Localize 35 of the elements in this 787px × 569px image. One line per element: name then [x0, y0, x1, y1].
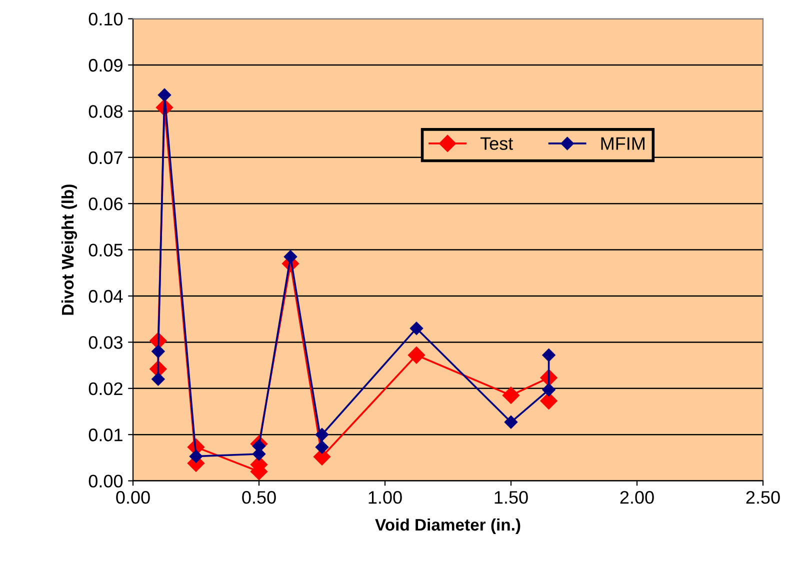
- x-axis-title: Void Diameter (in.): [375, 518, 520, 534]
- point: [502, 386, 520, 404]
- point: [284, 250, 298, 264]
- point: [540, 392, 558, 410]
- y-tick-label: 0.09: [88, 58, 122, 72]
- y-tick-label: 0.04: [88, 290, 123, 303]
- legend-label: MFIM: [601, 137, 644, 150]
- point: [542, 348, 556, 362]
- y-tick-label: 0.06: [88, 198, 122, 210]
- point: [152, 372, 165, 386]
- x-tick-label: 0.00: [116, 491, 150, 504]
- point: [158, 88, 172, 102]
- point: [504, 416, 518, 429]
- x-tick-label: 1.00: [368, 491, 402, 504]
- point: [315, 440, 329, 454]
- point: [152, 344, 165, 358]
- y-tick-label: 0.01: [88, 428, 122, 442]
- x-tick-label: 2.00: [620, 491, 654, 504]
- x-tick-label: 1.50: [494, 491, 528, 504]
- y-tick-label: 0.03: [88, 336, 122, 349]
- x-tick-label: 2.50: [746, 491, 780, 504]
- point: [189, 450, 203, 463]
- point: [542, 383, 556, 396]
- y-tick-label: 0.02: [88, 382, 122, 396]
- y-tick-label: 0.07: [88, 151, 122, 164]
- point: [315, 428, 329, 442]
- point: [408, 346, 426, 364]
- x-tick-label: 0.50: [242, 491, 276, 504]
- y-tick-label: 0.10: [88, 12, 123, 26]
- y-axis-title: Divot Weight (lb): [61, 184, 78, 315]
- y-tick-label: 0.05: [88, 244, 123, 257]
- y-tick-label: 0.00: [88, 474, 123, 488]
- y-tick-label: 0.08: [88, 105, 122, 118]
- point: [410, 322, 424, 335]
- legend-label: Test: [480, 137, 514, 150]
